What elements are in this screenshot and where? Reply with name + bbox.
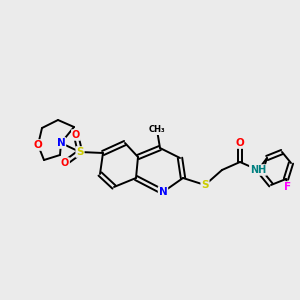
Text: N: N xyxy=(57,138,65,148)
Text: F: F xyxy=(284,182,292,192)
Text: O: O xyxy=(34,140,42,150)
Text: S: S xyxy=(76,147,84,157)
Text: N: N xyxy=(159,187,167,197)
Text: CH₃: CH₃ xyxy=(149,125,165,134)
Text: S: S xyxy=(201,180,209,190)
Text: O: O xyxy=(72,130,80,140)
Text: O: O xyxy=(61,158,69,168)
Text: NH: NH xyxy=(250,165,266,175)
Text: O: O xyxy=(236,138,244,148)
